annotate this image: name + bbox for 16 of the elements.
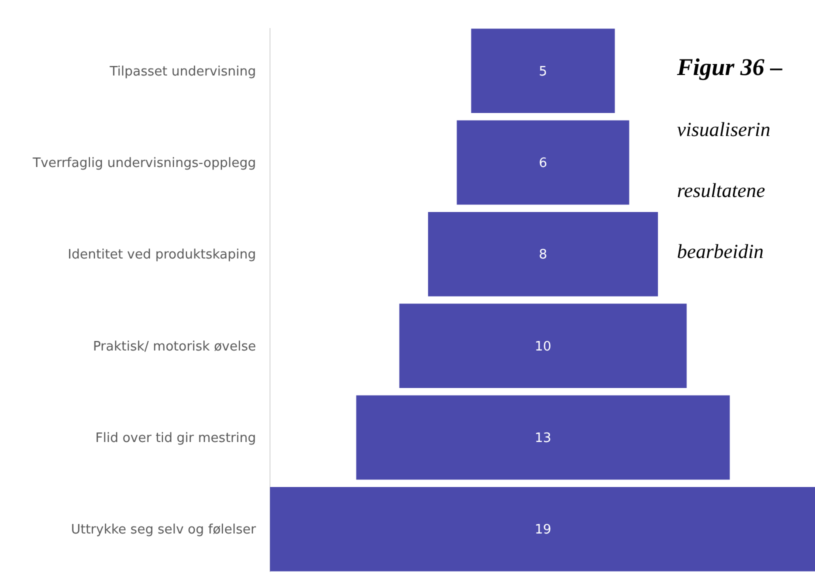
text: visualiserin [677,119,770,141]
category-label: Identitet ved produktskaping [68,248,256,263]
category-label: Tverrfaglig undervisnings-opplegg [32,156,256,172]
text: Figur 36 – [676,55,782,81]
text: bearbeidin [677,241,764,263]
data-label: 6 [538,156,548,172]
category-label: Tilpasset undervisning [108,64,256,80]
category-label: Flid over tid gir mestring [95,431,256,446]
category-label: Praktisk/ motorisk øvelse [92,339,256,354]
data-label: 8 [538,248,548,263]
data-label: 5 [538,64,548,80]
category-label: Uttrykke seg selv og følelser [70,522,257,538]
data-label: 13 [534,431,552,446]
data-label: 19 [534,522,552,538]
text: resultatene [677,180,766,202]
data-label: 10 [534,339,552,354]
